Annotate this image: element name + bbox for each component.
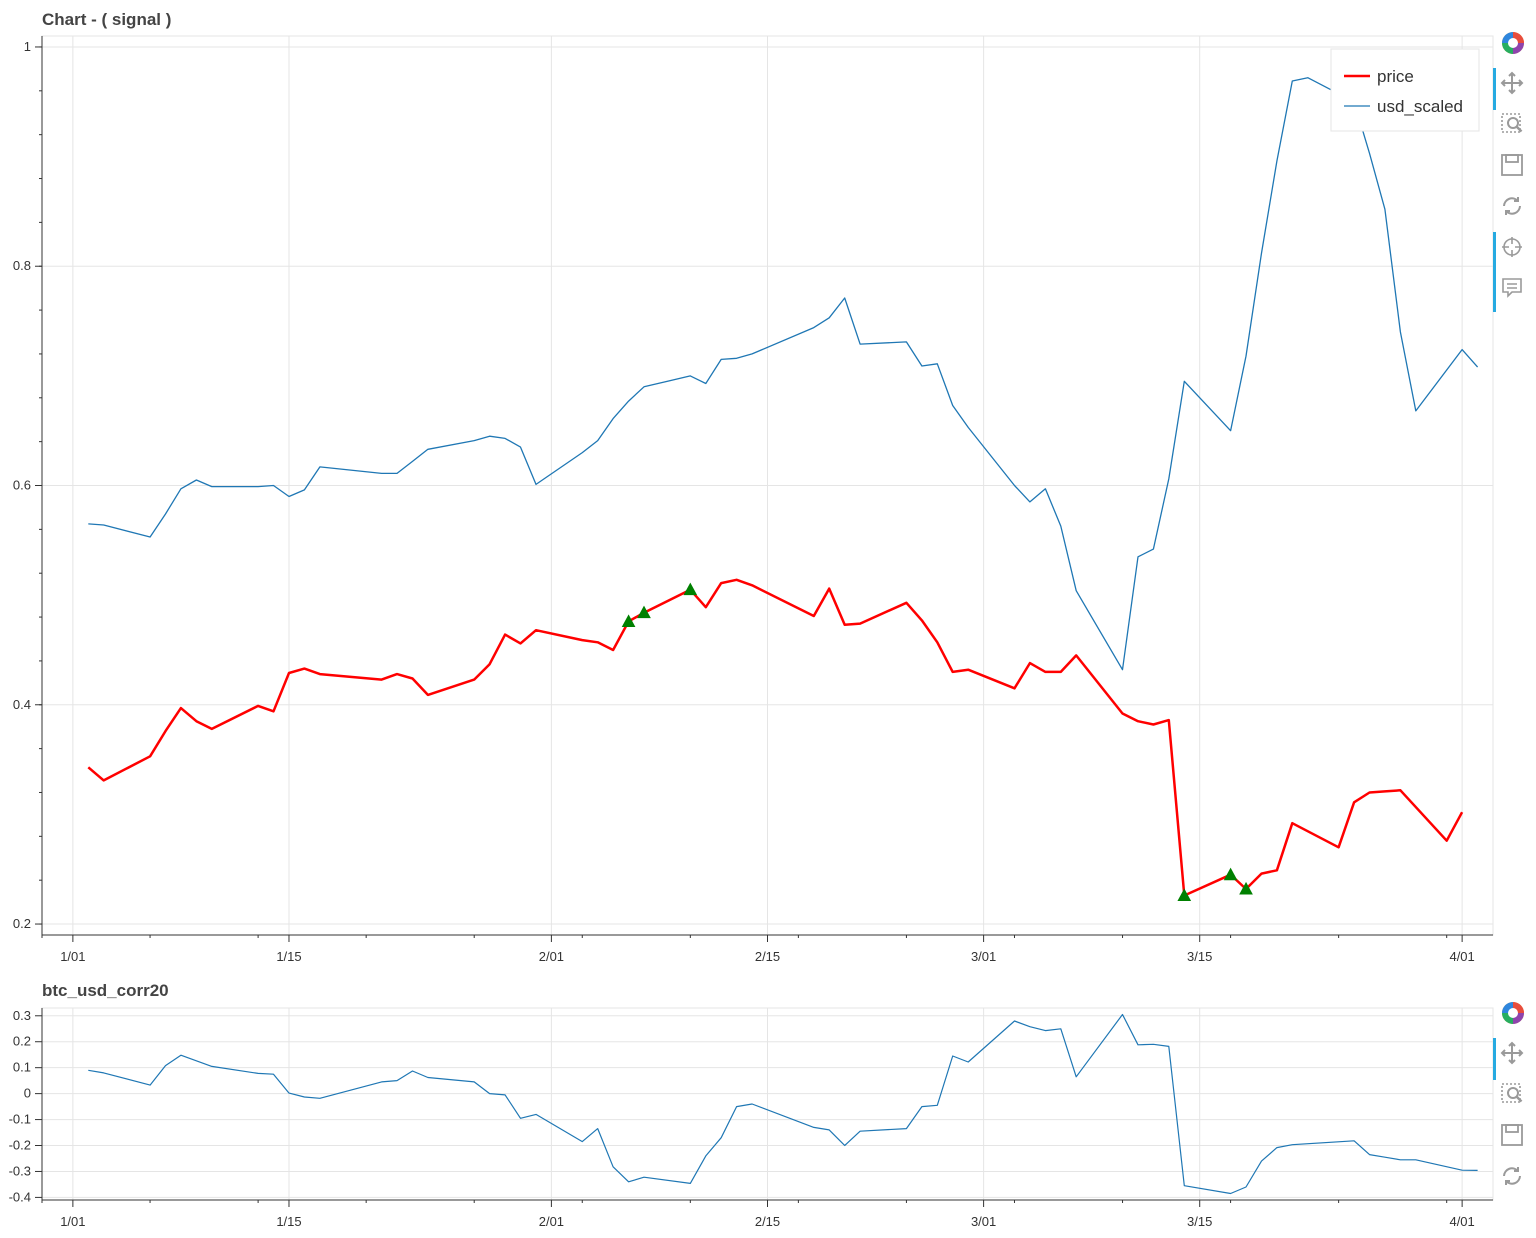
y-tick-label: -0.1 [9,1112,31,1127]
save-icon[interactable] [1500,1123,1528,1151]
signal-marker[interactable] [1239,881,1253,895]
y-tick-label: 0.8 [13,258,31,273]
x-tick-label: 1/01 [60,1214,85,1229]
reset-icon[interactable] [1500,194,1528,222]
legend-box [1330,48,1480,132]
y-tick-label: 1 [24,39,31,54]
x-tick-label: 4/01 [1449,949,1474,964]
bokeh-logo-icon [1500,30,1528,58]
y-tick-label: -0.3 [9,1163,31,1178]
main-chart[interactable]: 1/01 1/15 2/01 2/15 3/01 3/15 4/01 0.2 0.4 0.6 0.8… [0,0,1536,975]
y-tick-label: 0.1 [13,1060,31,1075]
legend-label: usd_scaled [1377,97,1463,116]
series-line-price[interactable] [87,578,1464,897]
series-line-usd-scaled[interactable] [88,77,1479,671]
x-tick-label: 2/01 [539,1214,564,1229]
pan-icon[interactable] [1500,1041,1528,1069]
active-tool-indicator [1493,232,1496,312]
y-tick-label: -0.2 [9,1138,31,1153]
signal-marker[interactable] [1223,867,1238,881]
x-tick-label: 3/15 [1187,949,1212,964]
hover-icon[interactable] [1500,276,1528,304]
save-icon[interactable] [1500,153,1528,181]
active-tool-indicator [1493,68,1496,110]
legend-label: price [1377,67,1414,86]
y-tick-label: 0.2 [13,1034,31,1049]
main-chart-toolbar [1493,30,1536,330]
x-tick-label: 2/15 [755,949,780,964]
box-zoom-icon[interactable] [1500,1082,1528,1110]
signal-marker[interactable] [1177,888,1192,902]
x-tick-label: 2/15 [755,1214,780,1229]
x-tick-label: 3/01 [971,949,996,964]
pan-icon[interactable] [1500,71,1528,99]
y-tick-label: 0.2 [13,916,31,931]
x-tick-label: 1/15 [276,1214,301,1229]
x-tick-label: 4/01 [1449,1214,1474,1229]
bokeh-logo-icon [1500,1000,1528,1028]
main-chart-title: Chart - ( signal ) [42,10,172,29]
x-tick-label: 3/15 [1187,1214,1212,1229]
x-tick-label: 3/01 [971,1214,996,1229]
reset-icon[interactable] [1500,1164,1528,1192]
series-line-btc-usd-corr20[interactable] [88,1013,1478,1195]
signal-marker[interactable] [637,605,651,619]
box-zoom-icon[interactable] [1500,112,1528,140]
crosshair-icon[interactable] [1500,235,1528,263]
y-tick-label: -0.4 [9,1189,31,1204]
y-tick-label: 0.6 [13,478,31,493]
corr-chart-toolbar [1493,1000,1536,1200]
signal-marker[interactable] [621,614,636,627]
y-tick-label: 0.4 [13,697,31,712]
sub-chart-title: btc_usd_corr20 [42,981,169,1000]
x-tick-label: 2/01 [539,949,564,964]
signal-marker[interactable] [683,582,698,596]
y-tick-label: 0 [24,1086,31,1101]
legend: price usd_scaled [1330,48,1480,132]
active-tool-indicator [1493,1038,1496,1080]
x-tick-label: 1/01 [60,949,85,964]
y-tick-label: 0.3 [13,1008,31,1023]
x-tick-label: 1/15 [276,949,301,964]
